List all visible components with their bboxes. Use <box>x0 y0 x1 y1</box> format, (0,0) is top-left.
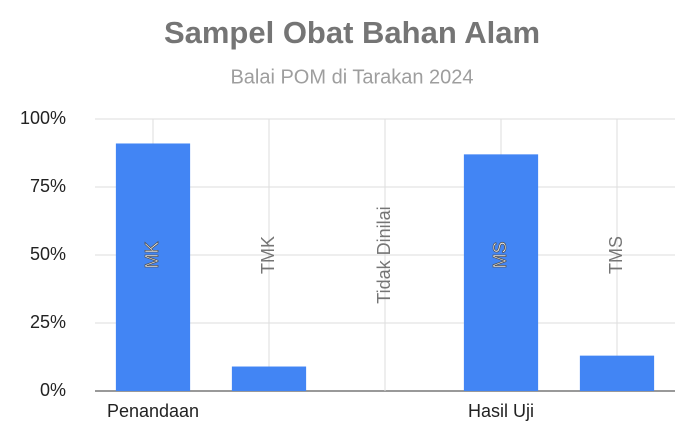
y-tick-label: 50% <box>30 244 66 264</box>
y-tick-label: 100% <box>20 108 66 128</box>
data-label: TMS <box>606 236 626 274</box>
data-label: MS <box>490 242 510 269</box>
bar <box>115 143 191 391</box>
data-label: TMK <box>258 236 278 274</box>
data-label: MK <box>142 242 162 269</box>
data-label: Tidak Dinilai <box>374 206 394 303</box>
y-tick-label: 25% <box>30 312 66 332</box>
y-tick-label: 75% <box>30 176 66 196</box>
x-tick-label: Hasil Uji <box>468 401 534 421</box>
chart-subtitle: Balai POM di Tarakan 2024 <box>230 66 473 88</box>
chart-title: Sampel Obat Bahan Alam <box>164 15 540 50</box>
bar <box>579 355 655 391</box>
bar <box>463 154 539 391</box>
bar <box>231 366 307 391</box>
y-tick-label: 0% <box>40 380 66 400</box>
x-tick-label: Penandaan <box>107 401 199 421</box>
